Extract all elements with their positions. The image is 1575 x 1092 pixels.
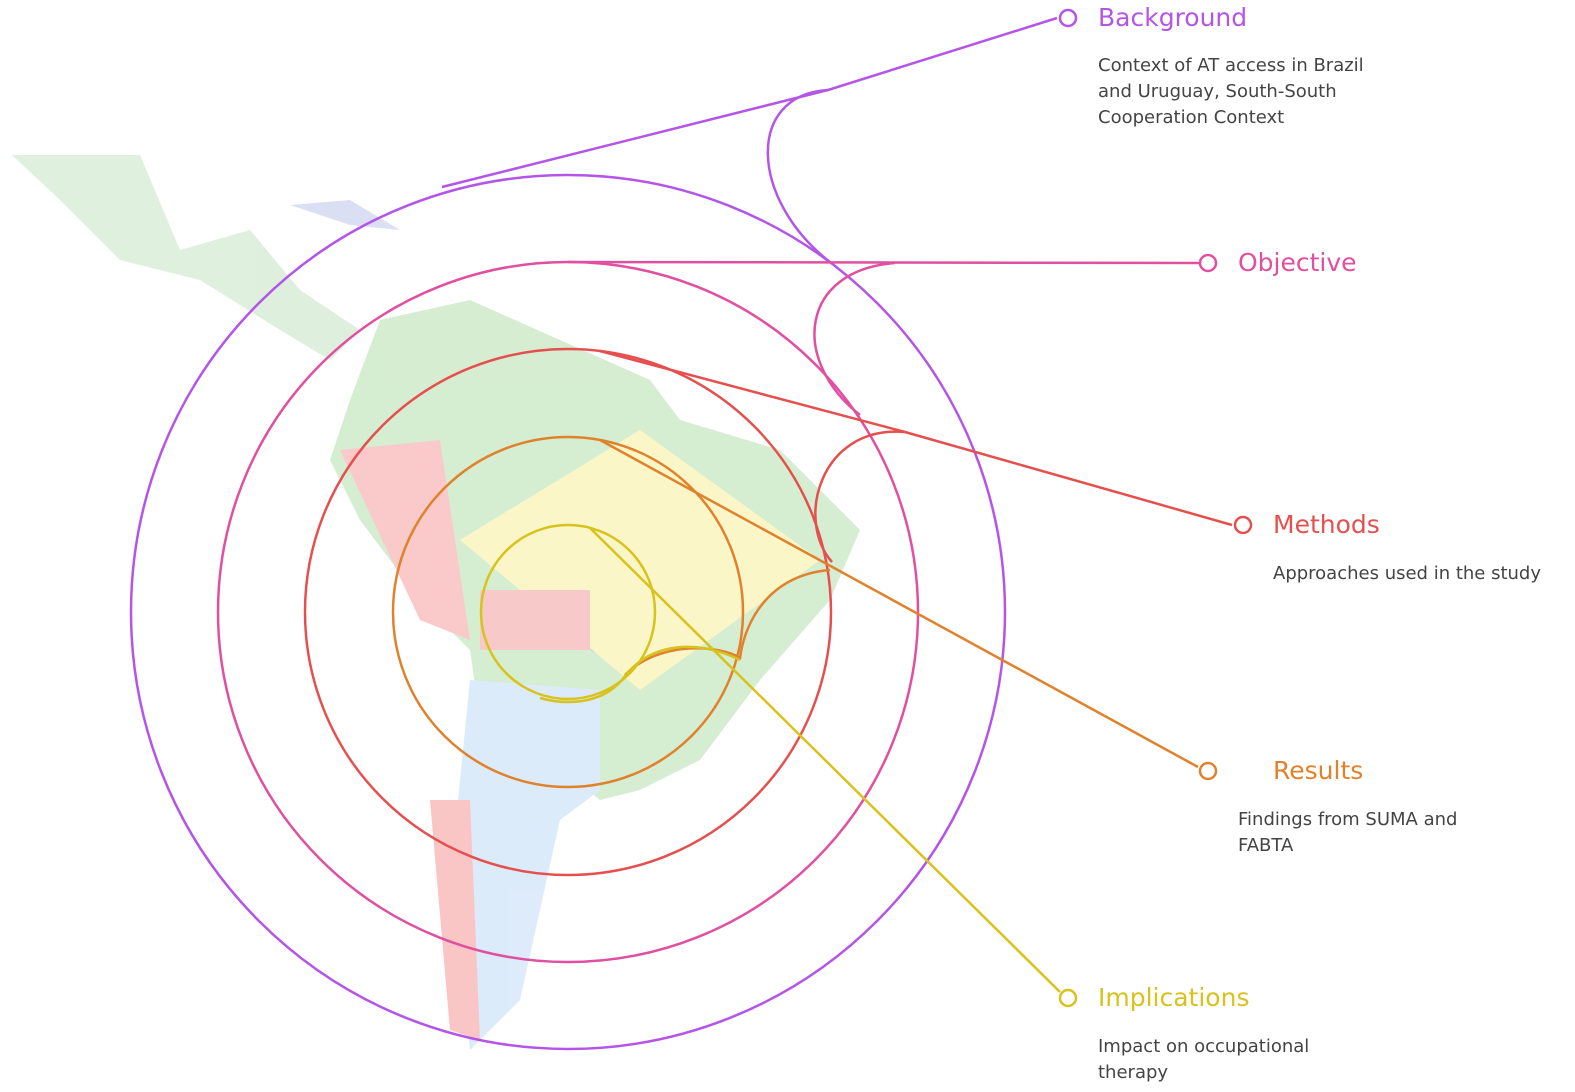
item-title: Implications: [1098, 983, 1249, 1013]
item-description: Impact on occupational therapy: [1098, 1034, 1348, 1086]
map-background: [12, 155, 860, 1050]
item-title: Background: [1098, 3, 1247, 33]
item-description: Findings from SUMA and FABTA: [1238, 807, 1498, 859]
item-title: Results: [1273, 756, 1363, 786]
diagram: Background Context of AT access in Brazi…: [0, 0, 1575, 1092]
diagram-canvas: [0, 0, 1575, 1092]
item-title: Objective: [1238, 248, 1357, 278]
item-title: Methods: [1273, 510, 1380, 540]
item-description: Context of AT access in Brazil and Urugu…: [1098, 53, 1398, 131]
item-description: Approaches used in the study: [1273, 561, 1573, 587]
